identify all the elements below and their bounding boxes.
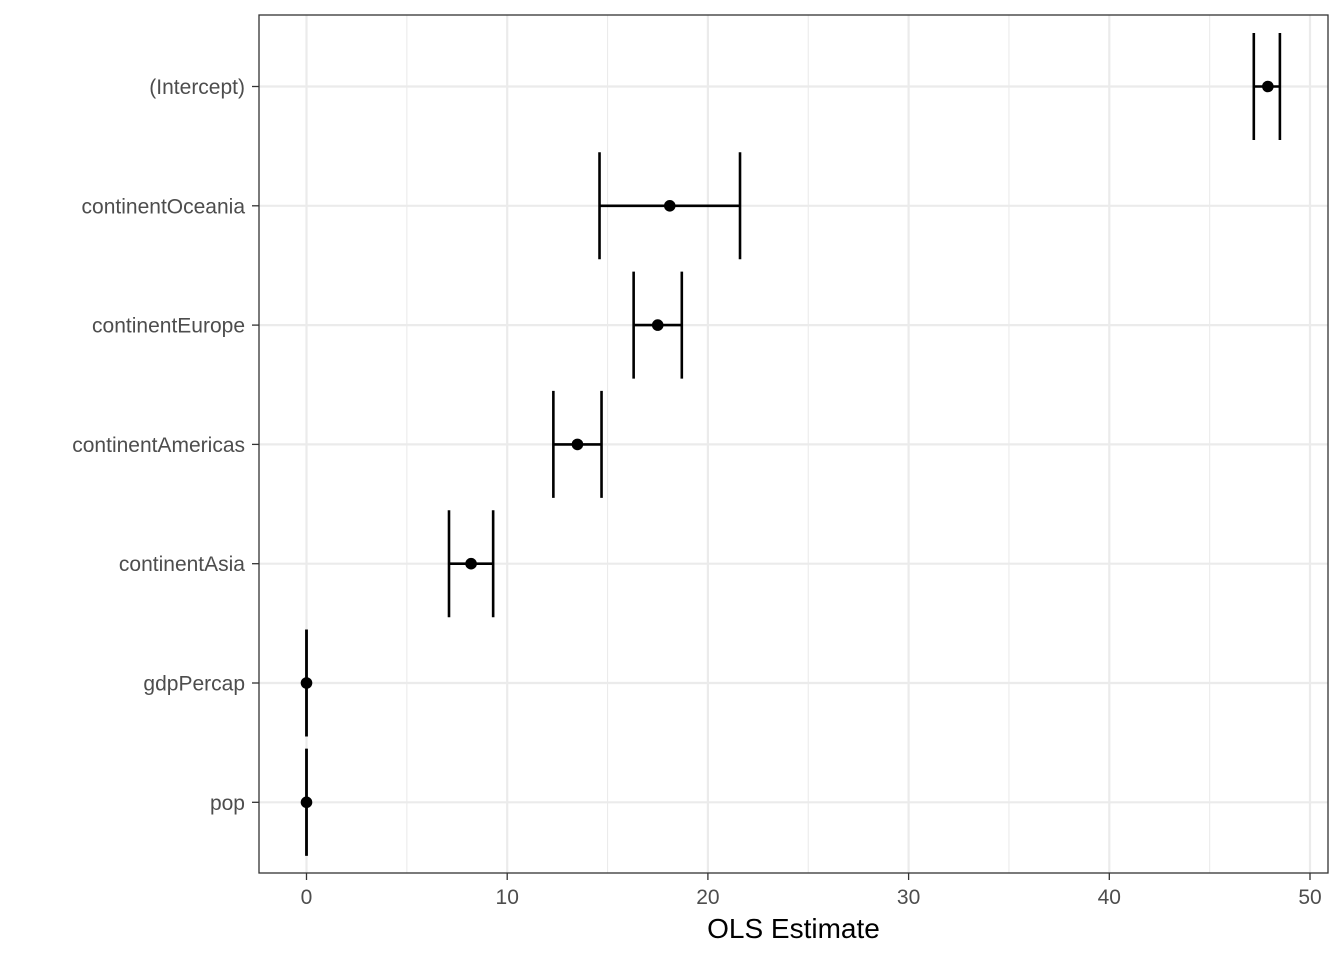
x-tick-label: 10 [496,886,519,909]
x-tick-label: 30 [897,886,920,909]
y-tick-label: continentOceania [82,195,246,218]
estimate-point [300,796,313,809]
x-axis-title: OLS Estimate [707,913,880,944]
y-tick-label: (Intercept) [149,76,245,99]
x-tick-label: 50 [1298,886,1321,909]
estimate-point [1262,80,1274,93]
x-tick-label: 0 [301,886,313,909]
grid-layer [259,15,1328,873]
estimate-point [651,319,664,331]
estimate-point [571,438,584,451]
x-tick-label: 40 [1098,886,1121,909]
y-tick-label: continentEurope [92,315,245,338]
axis-layer: (Intercept) continentOceania continentEuro… [72,76,1321,909]
y-tick-label: pop [210,792,245,815]
y-tick-label: continentAsia [119,553,245,576]
estimate-point [300,677,313,689]
estimate-point [465,557,477,570]
y-tick-label: gdpPercap [143,673,245,696]
x-tick-label: 20 [696,886,719,909]
y-tick-label: continentAmericas [72,434,245,457]
estimate-point [663,200,676,212]
data-layer [300,33,1282,856]
